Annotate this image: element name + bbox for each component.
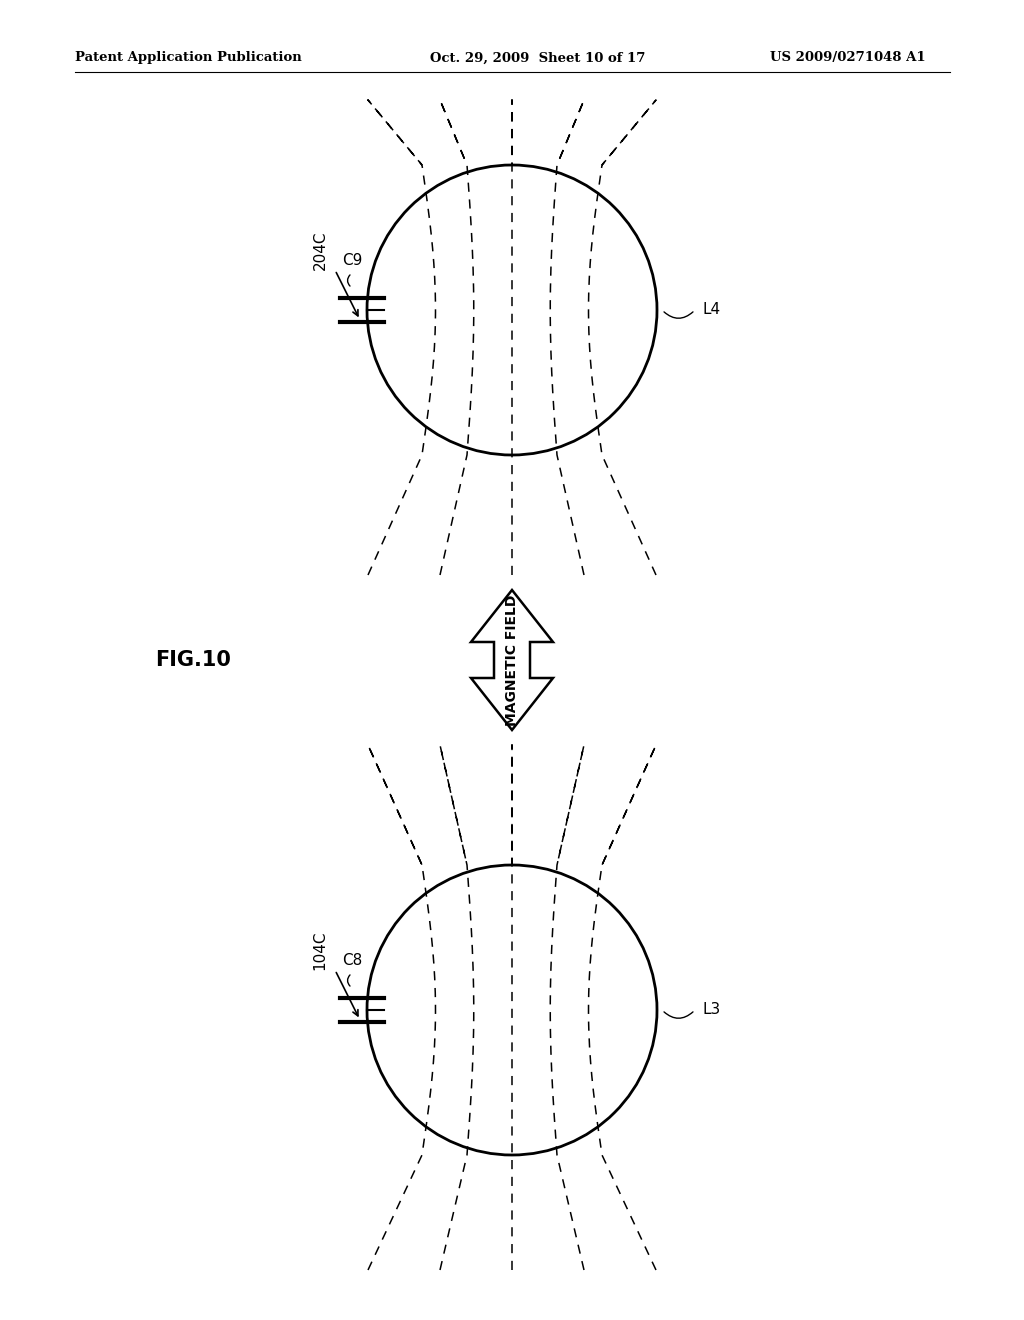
Text: US 2009/0271048 A1: US 2009/0271048 A1: [770, 51, 926, 65]
Polygon shape: [471, 590, 553, 730]
Text: L3: L3: [702, 1002, 720, 1018]
Text: 104C: 104C: [312, 931, 328, 970]
Text: Patent Application Publication: Patent Application Publication: [75, 51, 302, 65]
Text: C8: C8: [342, 953, 362, 968]
Text: FIG.10: FIG.10: [155, 649, 230, 671]
Text: C9: C9: [342, 253, 362, 268]
Text: L4: L4: [702, 302, 720, 318]
Text: Oct. 29, 2009  Sheet 10 of 17: Oct. 29, 2009 Sheet 10 of 17: [430, 51, 645, 65]
Text: 204C: 204C: [312, 230, 328, 269]
Text: MAGNETIC FIELD: MAGNETIC FIELD: [505, 594, 519, 726]
